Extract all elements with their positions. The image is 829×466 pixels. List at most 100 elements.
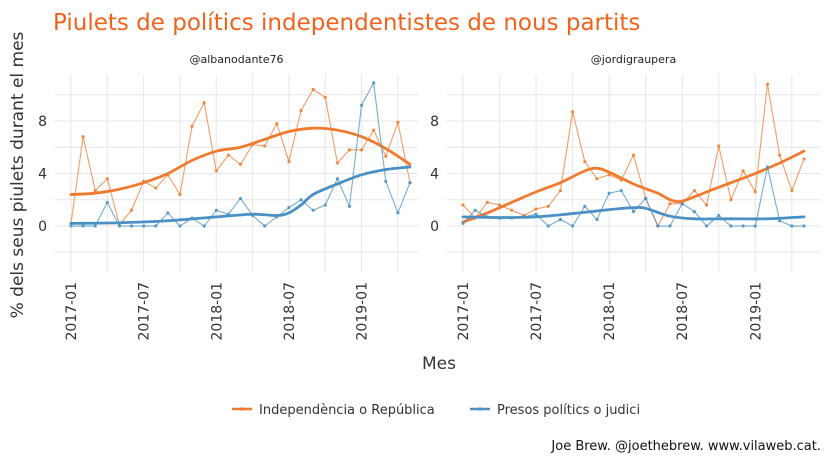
data-point-presos (93, 224, 97, 228)
data-point-independencia (238, 162, 243, 166)
series-line-independencia (70, 88, 411, 226)
data-point-presos (778, 219, 782, 223)
data-point-presos (287, 206, 291, 210)
x-tick-label: 2017-07 (137, 282, 153, 341)
x-tick-label: 2018-07 (282, 282, 298, 341)
data-point-independencia (154, 186, 158, 190)
data-point-independencia (790, 188, 794, 193)
data-point-independencia (717, 144, 721, 148)
data-point-independencia (178, 192, 182, 197)
trend-line-presos (69, 165, 412, 225)
y-tick-label: 4 (38, 167, 47, 183)
data-point-presos (558, 217, 563, 222)
data-point-presos (802, 224, 806, 228)
data-point-presos (105, 200, 109, 204)
x-tick-label: 2018-07 (675, 282, 691, 341)
data-point-independencia (692, 188, 696, 193)
data-point-presos (704, 224, 709, 228)
data-point-presos (178, 224, 182, 228)
data-point-independencia (299, 108, 303, 113)
data-point-independencia (275, 121, 279, 126)
data-point-presos (668, 224, 672, 228)
data-point-independencia (704, 203, 709, 207)
panel-1: @jordigraupera 0 4 8 2017-01 2017-07 2018-01 20… (430, 53, 820, 341)
data-point-independencia (741, 169, 745, 173)
data-point-presos (753, 224, 757, 228)
data-point-presos (595, 217, 599, 222)
panel-title: @jordigraupera (591, 53, 676, 66)
data-point-presos (396, 211, 400, 215)
y-tick-label: 0 (38, 219, 47, 235)
data-point-independencia (105, 177, 109, 181)
data-point-presos (408, 181, 412, 185)
data-point-presos (117, 224, 122, 228)
data-point-independencia (129, 208, 134, 212)
data-point-independencia (202, 100, 206, 105)
trend-line-presos (461, 205, 806, 221)
data-point-independencia (359, 148, 364, 152)
data-point-presos (583, 204, 587, 208)
data-point-presos (81, 224, 85, 228)
data-point-presos (359, 103, 364, 107)
x-axis-label: Mes (422, 354, 456, 374)
y-tick-label: 8 (38, 114, 47, 130)
data-point-independencia (263, 144, 267, 148)
legend-label-0: Independència o República (259, 403, 435, 418)
data-point-presos (631, 209, 636, 214)
trend-line-independencia (461, 149, 806, 224)
series-line-presos (71, 81, 411, 227)
data-point-independencia (595, 177, 599, 181)
data-point-independencia (347, 148, 352, 152)
legend-label-1: Presos polítics o judici (497, 403, 640, 418)
data-point-independencia (534, 207, 538, 211)
data-point-independencia (335, 161, 339, 165)
chart-panels: @albanodante76 0 4 8 2017-01 2017-07 2018-01 20… (38, 53, 820, 341)
y-tick-label: 4 (430, 167, 439, 183)
y-tick-label: 0 (430, 219, 439, 235)
data-point-presos (741, 224, 745, 228)
y-tick-label: 8 (430, 114, 439, 130)
data-point-presos (154, 224, 158, 228)
data-point-presos (729, 224, 733, 228)
data-point-presos (461, 221, 465, 226)
data-point-presos (323, 203, 327, 207)
data-point-independencia (372, 128, 376, 132)
data-point-presos (238, 196, 243, 201)
data-point-independencia (546, 204, 550, 208)
x-tick-label: 2019-01 (355, 282, 371, 341)
data-point-independencia (729, 198, 733, 202)
data-point-independencia (510, 208, 514, 212)
data-point-presos (384, 179, 388, 183)
data-point-independencia (311, 87, 315, 92)
data-point-independencia (81, 135, 85, 139)
data-point-independencia (190, 124, 194, 128)
x-tick-label: 2017-01 (456, 282, 472, 341)
data-point-presos (335, 177, 339, 181)
data-point-presos (644, 196, 648, 201)
data-point-independencia (765, 82, 770, 86)
data-point-independencia (558, 188, 563, 193)
y-axis-label: % dels seus piulets durant el mes (8, 31, 28, 318)
data-point-independencia (287, 160, 291, 164)
data-point-presos (607, 191, 611, 195)
panel-0: @albanodante76 0 4 8 2017-01 2017-07 2018-01 20… (38, 53, 418, 341)
data-point-presos (546, 224, 550, 228)
data-point-independencia (668, 202, 672, 206)
data-point-presos (534, 212, 538, 216)
data-point-presos (765, 165, 770, 169)
panel-title: @albanodante76 (190, 53, 284, 66)
data-point-presos (473, 208, 477, 212)
data-point-presos (717, 213, 721, 218)
data-point-independencia (631, 153, 636, 157)
data-point-presos (571, 224, 575, 228)
data-point-independencia (461, 203, 465, 207)
data-point-independencia (778, 153, 782, 157)
data-point-presos (790, 224, 794, 228)
data-point-independencia (384, 154, 388, 159)
data-point-presos (202, 224, 206, 228)
data-point-independencia (396, 120, 400, 124)
data-point-independencia (323, 95, 327, 99)
x-tick-label: 2018-01 (209, 282, 225, 341)
legend: Independència o República Presos polítics… (232, 403, 640, 418)
